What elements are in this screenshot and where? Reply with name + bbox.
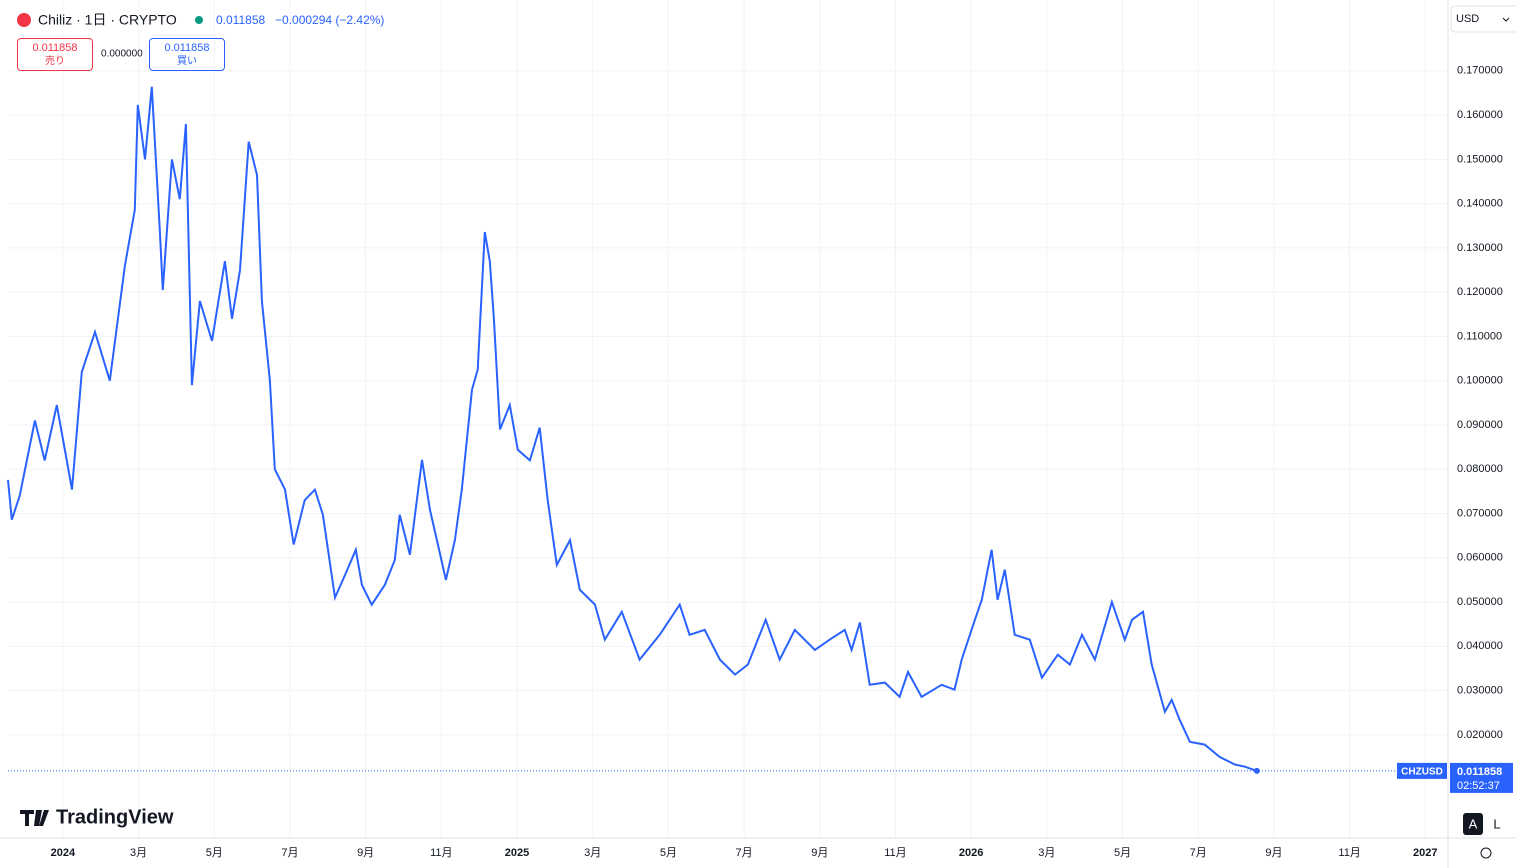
y-tick-label: 0.130000 <box>1457 242 1503 254</box>
y-tick-label: 0.050000 <box>1457 596 1503 608</box>
y-tick-label: 0.110000 <box>1457 330 1502 342</box>
dropdown-arrow <box>1502 17 1510 22</box>
currency-label: USD <box>1456 13 1479 25</box>
y-tick-label: 0.080000 <box>1457 463 1503 475</box>
x-tick-label: 11月 <box>1338 847 1360 859</box>
y-tick-label: 0.020000 <box>1457 729 1503 741</box>
x-tick-label: 3月 <box>130 847 147 859</box>
symbol-tag-label: CHZUSD <box>1401 767 1443 778</box>
auto-scale-label: A <box>1469 816 1478 831</box>
logo-text: TradingView <box>56 806 174 828</box>
buy-label: 買い <box>177 56 197 67</box>
log-scale-label[interactable]: L <box>1493 816 1500 831</box>
price-line <box>7 86 1258 772</box>
x-tick-label: 9月 <box>1265 847 1282 859</box>
x-tick-label: 2026 <box>959 847 983 859</box>
currency-select[interactable] <box>1450 5 1517 33</box>
x-tick-label: 7月 <box>281 847 298 859</box>
auto-scale-button[interactable] <box>1463 813 1483 835</box>
symbol-tag <box>1397 762 1447 779</box>
y-tick-label: 0.150000 <box>1457 153 1503 165</box>
market-status <box>195 16 203 24</box>
x-tick-label: 5月 <box>1114 847 1131 859</box>
x-tick-label: 7月 <box>736 847 753 859</box>
sell-label: 売り <box>45 56 65 67</box>
x-tick-label: 3月 <box>584 847 601 859</box>
price-tag-label: 0.011858 <box>1457 766 1502 778</box>
x-tick-label: 9月 <box>357 847 374 859</box>
sell-price: 0.011858 <box>32 42 78 54</box>
buy-price: 0.011858 <box>164 42 210 54</box>
symbol-title[interactable]: Chiliz · 1日 · CRYPTO <box>38 12 177 28</box>
x-tick-label: 9月 <box>811 847 828 859</box>
x-tick-label: 5月 <box>660 847 677 859</box>
y-tick-label: 0.140000 <box>1457 198 1503 210</box>
y-tick-label: 0.070000 <box>1457 507 1503 519</box>
price-change: −0.000294 (−2.42%) <box>275 13 384 27</box>
y-tick-label: 0.040000 <box>1457 640 1503 652</box>
countdown-label: 02:52:37 <box>1457 780 1500 792</box>
logo-icon <box>20 810 49 826</box>
x-tick-label: 7月 <box>1190 847 1207 859</box>
x-tick-label: 11月 <box>430 847 452 859</box>
last-price: 0.011858 <box>216 13 265 27</box>
symbol-icon <box>17 13 31 27</box>
y-tick-label: 0.090000 <box>1457 419 1503 431</box>
grid <box>8 0 1448 838</box>
x-tick-label: 2025 <box>505 847 529 859</box>
x-tick-label: 5月 <box>206 847 223 859</box>
sell-button[interactable]: 0.011858 売り <box>17 38 93 71</box>
last-point <box>1253 767 1260 774</box>
settings-icon[interactable] <box>1480 847 1492 859</box>
y-tick-label: 0.100000 <box>1457 375 1503 387</box>
x-tick-label: 2024 <box>51 847 76 859</box>
buy-button[interactable]: 0.011858 買い <box>149 38 225 71</box>
y-tick-label: 0.170000 <box>1457 65 1503 77</box>
spread: 0.000000 <box>101 49 143 60</box>
x-tick-label: 3月 <box>1038 847 1055 859</box>
y-tick-label: 0.120000 <box>1457 286 1503 298</box>
x-tick-label: 2027 <box>1413 847 1437 859</box>
y-tick-label: 0.030000 <box>1457 684 1503 696</box>
y-tick-label: 0.160000 <box>1457 109 1503 121</box>
x-tick-label: 11月 <box>884 847 906 859</box>
y-tick-label: 0.060000 <box>1457 552 1503 564</box>
price-tag <box>1450 762 1513 793</box>
